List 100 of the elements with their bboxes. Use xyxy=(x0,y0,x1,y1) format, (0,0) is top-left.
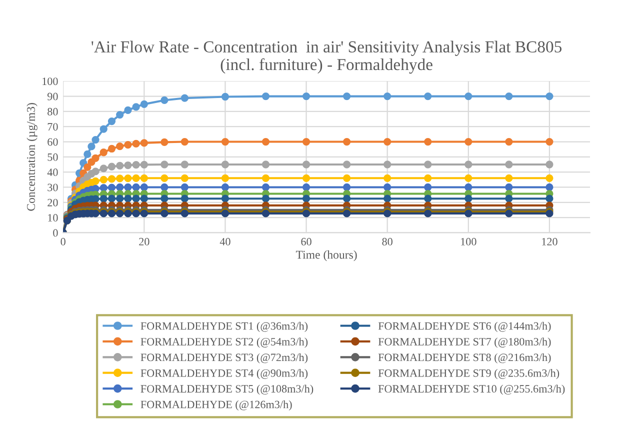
point xyxy=(180,194,189,202)
point xyxy=(108,184,116,192)
point xyxy=(384,160,392,168)
point xyxy=(546,138,554,146)
point xyxy=(108,144,116,153)
point xyxy=(505,194,513,202)
point xyxy=(124,140,132,149)
point xyxy=(88,142,96,150)
point xyxy=(160,96,168,104)
point xyxy=(108,117,116,126)
point xyxy=(132,174,140,182)
point xyxy=(342,194,351,202)
point xyxy=(424,194,432,202)
point xyxy=(505,160,513,168)
point xyxy=(262,194,270,202)
point xyxy=(221,138,230,146)
point xyxy=(424,174,432,182)
point xyxy=(100,194,108,203)
point xyxy=(221,92,230,101)
point xyxy=(160,160,168,168)
y-tick-label: 0 xyxy=(53,229,58,237)
point xyxy=(262,174,270,182)
point xyxy=(124,161,132,170)
point xyxy=(100,125,108,133)
y-tick-label: 70 xyxy=(48,123,58,131)
point xyxy=(342,174,351,182)
point xyxy=(160,138,168,146)
point xyxy=(302,92,310,100)
point xyxy=(180,183,189,192)
point xyxy=(342,138,351,146)
legend-label: FORMALDEHYDE ST3 (@72m3/h) xyxy=(140,353,308,364)
point xyxy=(160,183,168,192)
y-tick-label: 50 xyxy=(48,153,58,161)
y-tick-label: 20 xyxy=(48,198,58,206)
y-axis-title: Concentration (µg/m3) xyxy=(26,103,38,211)
point xyxy=(221,194,230,202)
point xyxy=(505,174,513,182)
point xyxy=(124,183,132,192)
x-tick-label: 80 xyxy=(382,238,392,246)
point xyxy=(100,176,108,184)
point xyxy=(546,194,554,202)
x-tick-label: 20 xyxy=(139,238,150,246)
point xyxy=(302,183,310,192)
point xyxy=(302,138,310,146)
point xyxy=(160,194,168,202)
point xyxy=(262,138,270,146)
y-tick-label: 40 xyxy=(47,168,58,176)
x-tick-label: 120 xyxy=(542,238,558,246)
point xyxy=(92,168,100,176)
point xyxy=(262,92,270,100)
x-tick-label: 100 xyxy=(461,238,476,246)
point xyxy=(116,142,124,150)
point xyxy=(221,160,230,168)
point xyxy=(262,183,270,192)
point xyxy=(108,194,116,202)
point xyxy=(140,160,148,168)
y-tick-label: 90 xyxy=(47,92,58,100)
legend-label: FORMALDEHYDE ST7 (@180m3/h) xyxy=(378,338,551,348)
point xyxy=(464,92,472,100)
point xyxy=(160,174,168,182)
point xyxy=(116,183,124,192)
legend-label: FORMALDEHYDE (@126m3/h) xyxy=(140,400,292,411)
point xyxy=(108,162,116,170)
point xyxy=(262,160,270,168)
point xyxy=(505,183,513,192)
point xyxy=(132,140,140,148)
point xyxy=(116,194,124,202)
point xyxy=(132,183,140,192)
point xyxy=(546,160,554,168)
point xyxy=(384,92,392,100)
point xyxy=(180,94,189,102)
y-tick-label: 100 xyxy=(42,78,58,86)
point xyxy=(116,174,124,182)
point xyxy=(302,160,310,168)
x-tick-label: 40 xyxy=(220,238,230,246)
point xyxy=(124,194,132,202)
y-tick-label: 10 xyxy=(48,214,58,222)
point xyxy=(546,174,554,182)
point xyxy=(464,160,472,168)
point xyxy=(100,184,108,192)
point xyxy=(424,138,432,146)
point xyxy=(180,138,189,146)
legend-label: FORMALDEHYDE ST4 (@90m3/h) xyxy=(140,369,308,380)
point xyxy=(180,160,189,168)
y-tick-label: 30 xyxy=(48,184,58,192)
point xyxy=(108,175,116,183)
point xyxy=(221,174,230,182)
point xyxy=(132,194,140,202)
point xyxy=(424,160,432,168)
point xyxy=(140,194,148,202)
point xyxy=(140,139,148,147)
point xyxy=(124,174,132,182)
point xyxy=(92,154,100,162)
point xyxy=(505,138,513,146)
point xyxy=(384,174,392,182)
legend-label: FORMALDEHYDE ST6 (@144m3/h) xyxy=(378,322,551,332)
legend-label: FORMALDEHYDE ST10 (@255.6m3/h) xyxy=(378,384,565,395)
point xyxy=(92,136,100,144)
point xyxy=(342,92,351,100)
legend-label: FORMALDEHYDE ST5 (@108m3/h) xyxy=(140,384,314,395)
